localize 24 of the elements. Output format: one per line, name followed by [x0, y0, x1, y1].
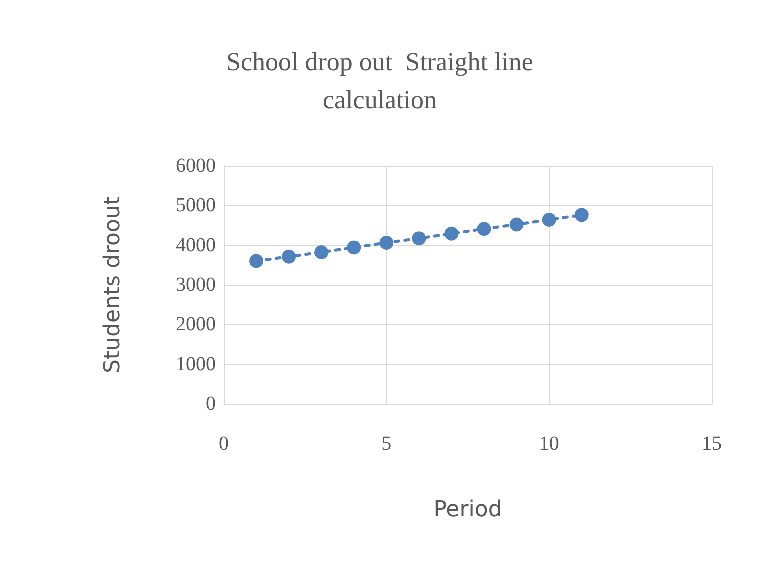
point — [542, 212, 556, 227]
point — [574, 208, 589, 222]
x-tick-label: 10 — [539, 433, 560, 455]
point — [380, 236, 394, 250]
x-axis-title: Period — [434, 498, 502, 522]
y-tick-label: 0 — [206, 393, 216, 415]
point — [314, 245, 329, 260]
y-tick-label: 4000 — [176, 234, 216, 256]
y-axis-title: Students droout — [100, 196, 126, 374]
point — [282, 250, 296, 264]
y-tick-label: 3000 — [176, 274, 216, 296]
y-tick-label: 2000 — [176, 314, 216, 336]
y-tick-label: 5000 — [176, 194, 216, 217]
point — [347, 240, 362, 255]
point — [444, 226, 459, 241]
point — [412, 232, 426, 246]
x-tick-label: 15 — [702, 433, 722, 455]
x-tick-label: 5 — [382, 433, 392, 455]
y-tick-label: 1000 — [176, 353, 216, 376]
y-tick-label: 6000 — [176, 155, 216, 177]
point — [510, 218, 524, 232]
chart-title: School drop out Straight line calculation — [226, 48, 534, 114]
point — [250, 254, 264, 268]
point — [477, 222, 492, 236]
